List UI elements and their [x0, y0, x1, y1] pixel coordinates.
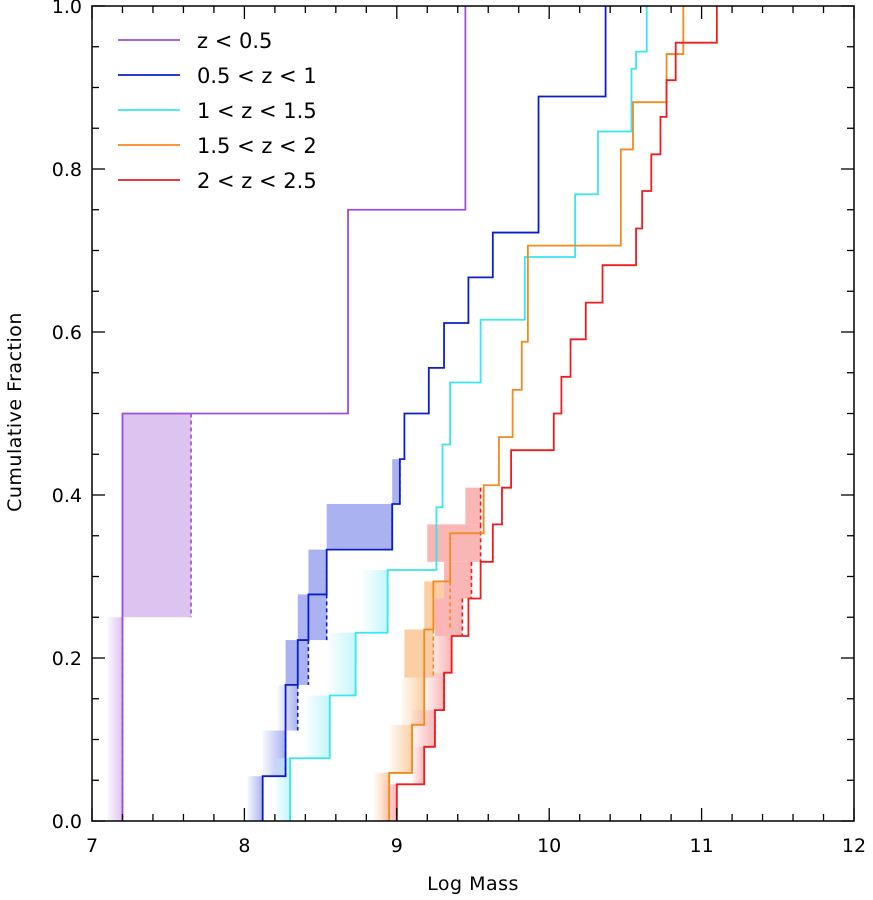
- upper-limit-region: [107, 617, 123, 821]
- series-line-4: [395, 6, 718, 821]
- upper-limit-region: [444, 561, 472, 599]
- series-line-1: [261, 6, 607, 821]
- legend-label: z < 0.5: [197, 29, 272, 53]
- y-tick-labels: 0.0 0.2 0.4 0.6 0.8 1.0: [52, 0, 82, 833]
- upper-limit-region: [274, 758, 291, 821]
- axis-ticks: [91, 5, 855, 822]
- upper-limit-region: [412, 710, 435, 747]
- upper-limit-region: [326, 503, 393, 550]
- y-axis-title: Cumulative Fraction: [4, 312, 26, 512]
- x-tick-label: 8: [238, 835, 250, 857]
- upper-limit-region: [122, 413, 192, 618]
- x-tick-label: 9: [391, 835, 403, 857]
- y-tick-label: 0.8: [52, 159, 82, 181]
- upper-limit-region: [392, 459, 400, 504]
- series-line-2: [289, 6, 648, 821]
- y-tick-label: 0.2: [52, 648, 82, 670]
- upper-limit-region: [424, 672, 445, 711]
- y-tick-label: 0.4: [52, 485, 82, 507]
- x-tick-label: 11: [690, 835, 714, 857]
- upper-limit-region: [277, 684, 298, 731]
- y-tick-label: 1.0: [52, 0, 82, 18]
- upper-limit-region: [247, 776, 263, 821]
- upper-limit-region: [305, 695, 330, 759]
- upper-limit-region: [427, 635, 452, 673]
- upper-limit-region: [363, 569, 388, 633]
- y-tick-label: 0.6: [52, 322, 82, 344]
- x-tick-labels: 7 8 9 10 11 12: [86, 835, 866, 857]
- upper-limit-region: [389, 724, 413, 773]
- legend-label: 1.5 < z < 2: [197, 134, 317, 158]
- x-tick-label: 7: [86, 835, 98, 857]
- legend-label: 0.5 < z < 1: [197, 64, 317, 88]
- upper-limit-region: [434, 598, 463, 636]
- upper-limit-region: [412, 746, 425, 785]
- legend: z < 0.5 0.5 < z < 1 1 < z < 1.5 1.5 < z < 2…: [118, 29, 317, 193]
- upper-limit-region: [308, 549, 327, 595]
- y-tick-label: 0.0: [52, 811, 82, 833]
- upper-limit-region: [465, 487, 481, 525]
- legend-label: 1 < z < 1.5: [197, 99, 317, 123]
- series-line-3: [388, 6, 685, 821]
- upper-limit-region: [427, 524, 481, 562]
- upper-limit-region: [328, 632, 356, 696]
- series-lines: [121, 6, 718, 821]
- upper-limit-fills: [107, 413, 481, 821]
- upper-limit-region: [297, 594, 327, 641]
- series-line-0: [121, 6, 467, 821]
- legend-label: 2 < z < 2.5: [197, 169, 317, 193]
- x-axis-title: Log Mass: [427, 873, 519, 895]
- x-tick-label: 12: [842, 835, 866, 857]
- x-tick-label: 10: [537, 835, 561, 857]
